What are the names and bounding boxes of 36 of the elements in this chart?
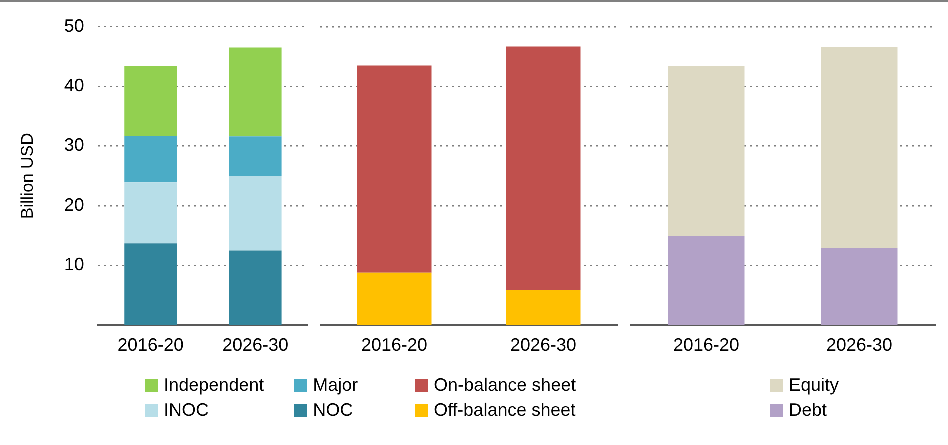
x-tick-label: 2026-30 [222,335,289,356]
x-tick-label: 2016-20 [673,335,740,356]
bar [357,272,432,326]
bar [229,250,282,326]
bar [124,136,178,183]
legend-label: Off-balance sheet [434,400,576,421]
bar [506,46,581,290]
y-tick-label: 10 [64,254,84,275]
legend-label: Independent [164,375,264,396]
legend-label: INOC [164,400,209,421]
legend-label: Equity [789,375,840,396]
y-tick-label: 50 [64,16,84,36]
legend-label: NOC [313,400,354,421]
bar [124,182,178,244]
x-tick-label: 2026-30 [510,335,577,356]
y-tick-label: 20 [64,194,84,215]
legend-label: On-balance sheet [434,375,576,396]
bar [668,66,745,236]
y-tick-label: 30 [64,135,84,156]
bar [668,236,745,326]
x-tick-label: 2016-20 [118,335,184,356]
bar [229,176,282,251]
legend-label: Debt [789,400,828,421]
bar [229,48,282,137]
y-axis-title: Billion USD [18,133,37,220]
bar [506,290,581,326]
x-tick-label: 2016-20 [361,335,428,356]
bar [124,66,178,136]
bar [357,66,432,273]
bar [821,47,898,248]
bar [821,248,898,326]
bar [124,244,178,326]
legend-label: Major [313,375,358,396]
x-tick-label: 2026-30 [826,335,893,356]
bar [229,136,282,176]
y-tick-label: 40 [64,75,84,96]
